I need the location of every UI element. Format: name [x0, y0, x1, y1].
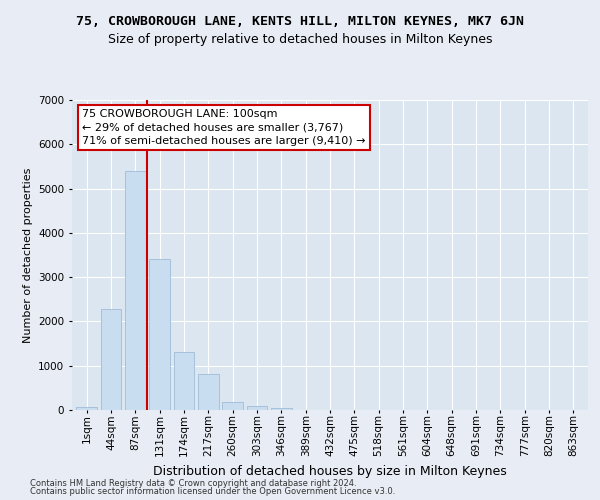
X-axis label: Distribution of detached houses by size in Milton Keynes: Distribution of detached houses by size …: [153, 464, 507, 477]
Bar: [76, 408, 97, 410]
Text: Contains HM Land Registry data © Crown copyright and database right 2024.: Contains HM Land Registry data © Crown c…: [30, 478, 356, 488]
Bar: [101, 309, 121, 410]
Text: 75 CROWBOROUGH LANE: 100sqm
← 29% of detached houses are smaller (3,767)
71% of : 75 CROWBOROUGH LANE: 100sqm ← 29% of det…: [82, 110, 366, 146]
Bar: [222, 402, 243, 410]
Bar: [198, 374, 218, 410]
Bar: [125, 171, 146, 410]
Bar: [247, 406, 268, 410]
Text: 75, CROWBOROUGH LANE, KENTS HILL, MILTON KEYNES, MK7 6JN: 75, CROWBOROUGH LANE, KENTS HILL, MILTON…: [76, 15, 524, 28]
Bar: [271, 408, 292, 410]
Text: Size of property relative to detached houses in Milton Keynes: Size of property relative to detached ho…: [108, 32, 492, 46]
Text: Contains public sector information licensed under the Open Government Licence v3: Contains public sector information licen…: [30, 487, 395, 496]
Y-axis label: Number of detached properties: Number of detached properties: [23, 168, 32, 342]
Bar: [173, 352, 194, 410]
Bar: [149, 260, 170, 410]
